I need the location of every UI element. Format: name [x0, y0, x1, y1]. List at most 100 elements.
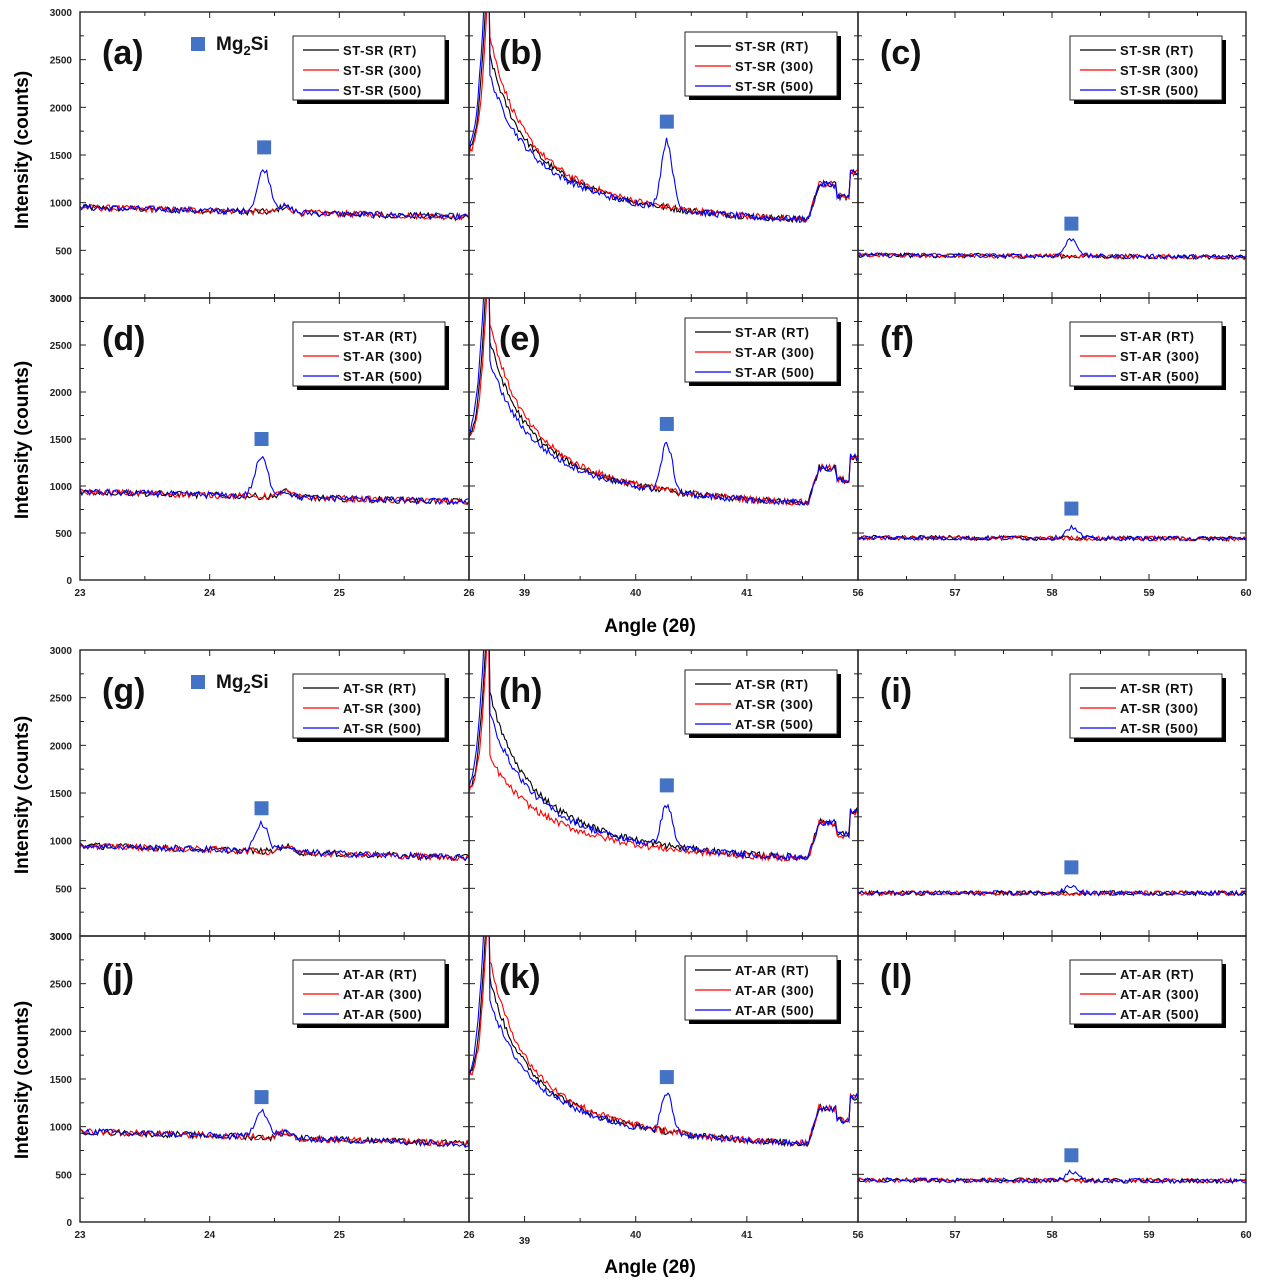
panel-e: 39 40 41 (e) ST-AR (RT) ST-AR (300) ST-AR (500…: [468, 297, 859, 599]
panel-j: 23 24 25 26 0 500 1000 1500 2000 2500 3000 (j) AT-AR…: [50, 932, 475, 1241]
legend-entry: ST-AR (300): [735, 345, 815, 360]
series-legend: AT-AR (RT) AT-AR (300) AT-AR (500): [684, 955, 841, 1024]
series-line-500: [80, 819, 469, 862]
series-line-500: [80, 168, 469, 222]
x-tick-label: 58: [1046, 588, 1058, 599]
legend-entry: ST-AR (RT): [343, 329, 418, 344]
y-tick-label: 3000: [50, 932, 73, 943]
legend-entry: ST-AR (300): [343, 349, 423, 364]
panel-label: (a): [102, 34, 144, 72]
y-tick-label: 1000: [50, 1123, 73, 1134]
panel-i: (i) AT-SR (RT) AT-SR (300) AT-SR (500): [857, 649, 1247, 937]
legend-entry: AT-SR (500): [1120, 721, 1199, 736]
legend-entry: ST-SR (500): [1120, 83, 1199, 98]
mg2si-marker: [257, 140, 272, 155]
legend-entry: ST-AR (300): [1120, 349, 1200, 364]
mg2si-marker: [1064, 1148, 1079, 1163]
series-legend: AT-AR (RT) AT-AR (300) AT-AR (500): [292, 959, 449, 1028]
legend-entry: AT-SR (RT): [343, 681, 417, 696]
legend-box: [684, 317, 838, 383]
series-legend: ST-AR (RT) ST-AR (300) ST-AR (500): [292, 321, 449, 390]
legend-entry: ST-SR (RT): [735, 39, 809, 54]
x-tick-label: 57: [949, 588, 961, 599]
series-line-300: [80, 841, 469, 862]
x-tick-label: 56: [852, 1230, 864, 1241]
series-line-500: [858, 524, 1246, 542]
y-tick-label: 2500: [50, 341, 73, 352]
panel-d: 23 24 25 26 0 500 1000 1500 2000 2500 3000 (d) ST-AR…: [50, 294, 475, 599]
legend-box: [292, 35, 446, 101]
panel-l: 56 57 58 59 60(l) AT-AR (RT)AT-AR (300)AT-AR …: [852, 935, 1252, 1241]
panel-label: (h): [499, 672, 542, 710]
legend-entry: ST-AR (500): [1120, 369, 1200, 384]
panel-label: (j): [102, 958, 134, 996]
legend-entry: AT-AR (300): [735, 983, 814, 998]
panel-row-at-ar: 23 24 25 26 0 500 1000 1500 2000 2500 3000 (j) AT-AR…: [50, 932, 1252, 1247]
legend-entry: ST-AR (RT): [735, 325, 810, 340]
x-tick-label: 25: [334, 588, 346, 599]
y-tick-label: 0: [66, 576, 72, 587]
series-line-500: [80, 1108, 469, 1148]
y-tick-label: 2000: [50, 388, 73, 399]
x-tick-label: 57: [949, 1230, 961, 1241]
y-axis-title-row-g: Intensity (counts): [12, 716, 33, 874]
panel-a: 500 1000 1500 2000 2500 3000 3000 (a) Mg2Si ST-SR…: [50, 8, 470, 305]
legend-entry: AT-AR (RT): [343, 967, 417, 982]
series-line-500: [858, 1169, 1246, 1185]
panel-c: (c) ST-SR (RT) ST-SR (300) ST-SR (500): [857, 11, 1247, 299]
y-tick-label: 2500: [50, 694, 73, 705]
mg2si-marker: [659, 778, 674, 793]
y-tick-label: 3000: [50, 646, 73, 657]
series-line-300: [469, 650, 858, 863]
x-axis-title-bottom: Angle (2θ): [604, 1257, 696, 1278]
series-legend: ST-AR (RT) ST-AR (300) ST-AR (500): [684, 317, 841, 386]
series-legend: AT-SR (RT) AT-SR (300) AT-SR (500): [1069, 673, 1226, 742]
series-line-500: [469, 936, 858, 1148]
y-tick-label: 2000: [50, 1027, 73, 1038]
legend-entry: AT-SR (300): [343, 701, 422, 716]
y-tick-label: 1000: [50, 482, 73, 493]
y-tick-label: 3000: [50, 8, 73, 19]
x-tick-label: 24: [204, 588, 216, 599]
legend-entry: AT-SR (500): [735, 717, 814, 732]
panel-g: 500 1000 1500 2000 2500 3000 3000 (g) Mg2Si AT-SR…: [50, 646, 470, 943]
y-tick-label: 1000: [50, 199, 73, 210]
legend-entry: AT-AR (300): [343, 987, 422, 1002]
mg2si-legend-marker: [191, 37, 205, 51]
x-tick-label: 23: [74, 1230, 86, 1241]
series-legend: AT-AR (RT) AT-AR (300) AT-AR (500): [1069, 959, 1226, 1028]
panel-f: 56 57 58 59 60(f) ST-AR (RT)ST-AR (300)ST-AR …: [852, 297, 1252, 599]
x-tick-label: 39: [519, 588, 531, 599]
mg2si-marker: [659, 416, 674, 431]
x-tick-label: 24: [204, 1230, 216, 1241]
y-tick-label: 1500: [50, 435, 73, 446]
legend-box: [292, 959, 446, 1025]
y-tick-label: 500: [55, 529, 72, 540]
y-tick-label: 2000: [50, 741, 73, 752]
mg2si-legend-label: Mg2Si: [216, 672, 269, 696]
y-tick-label: 500: [55, 1170, 72, 1181]
y-tick-label: 0: [66, 1218, 72, 1229]
y-tick-label: 500: [55, 884, 72, 895]
x-tick-label: 58: [1046, 1230, 1058, 1241]
mg2si-marker: [1064, 860, 1079, 875]
legend-entry: AT-AR (RT): [1120, 967, 1194, 982]
mg2si-marker: [659, 114, 674, 129]
y-axis-title-row-a: Intensity (counts): [12, 71, 33, 229]
legend-entry: AT-SR (300): [735, 697, 814, 712]
legend-box: [1069, 321, 1223, 387]
x-tick-label: 25: [334, 1230, 346, 1241]
panel-label: (e): [499, 320, 541, 358]
x-tick-label: 41: [741, 1230, 753, 1241]
panel-b: (b) ST-SR (RT) ST-SR (300) ST-SR (500): [468, 11, 859, 299]
mg2si-marker: [254, 1090, 269, 1105]
x-tick-label: 59: [1143, 588, 1155, 599]
series-legend: AT-SR (RT) AT-SR (300) AT-SR (500): [292, 673, 449, 742]
series-line-500: [858, 884, 1246, 897]
legend-entry: ST-SR (500): [735, 79, 814, 94]
legend-box: [684, 669, 838, 735]
y-tick-label: 3000: [50, 294, 73, 305]
series-line-500: [80, 455, 469, 506]
